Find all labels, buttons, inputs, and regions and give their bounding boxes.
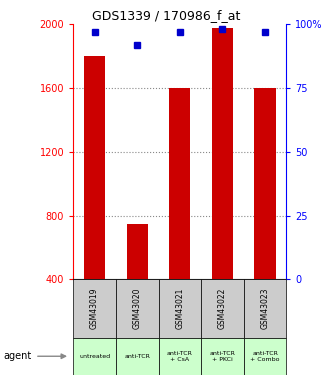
Text: GSM43023: GSM43023: [260, 288, 270, 329]
Text: GSM43019: GSM43019: [90, 288, 99, 329]
Text: anti-TCR
+ Combo: anti-TCR + Combo: [250, 351, 280, 361]
Bar: [116, 279, 159, 338]
Text: anti-TCR
+ CsA: anti-TCR + CsA: [167, 351, 193, 361]
Bar: [169, 88, 190, 279]
Bar: [212, 28, 233, 279]
Bar: [244, 279, 286, 338]
Bar: [116, 338, 159, 375]
Bar: [159, 338, 201, 375]
Bar: [127, 224, 148, 279]
Bar: [201, 279, 244, 338]
Bar: [159, 279, 201, 338]
Bar: [84, 56, 105, 279]
Bar: [254, 88, 276, 279]
Text: anti-TCR
+ PKCi: anti-TCR + PKCi: [209, 351, 235, 361]
Text: untreated: untreated: [79, 354, 110, 359]
Text: anti-TCR: anti-TCR: [124, 354, 150, 359]
Bar: [244, 338, 286, 375]
Text: agent: agent: [3, 351, 32, 361]
Text: GSM43020: GSM43020: [133, 288, 142, 329]
Text: GSM43022: GSM43022: [218, 288, 227, 329]
Text: GDS1339 / 170986_f_at: GDS1339 / 170986_f_at: [92, 9, 241, 22]
Text: GSM43021: GSM43021: [175, 288, 184, 329]
Bar: [201, 338, 244, 375]
Bar: [73, 338, 116, 375]
Bar: [73, 279, 116, 338]
